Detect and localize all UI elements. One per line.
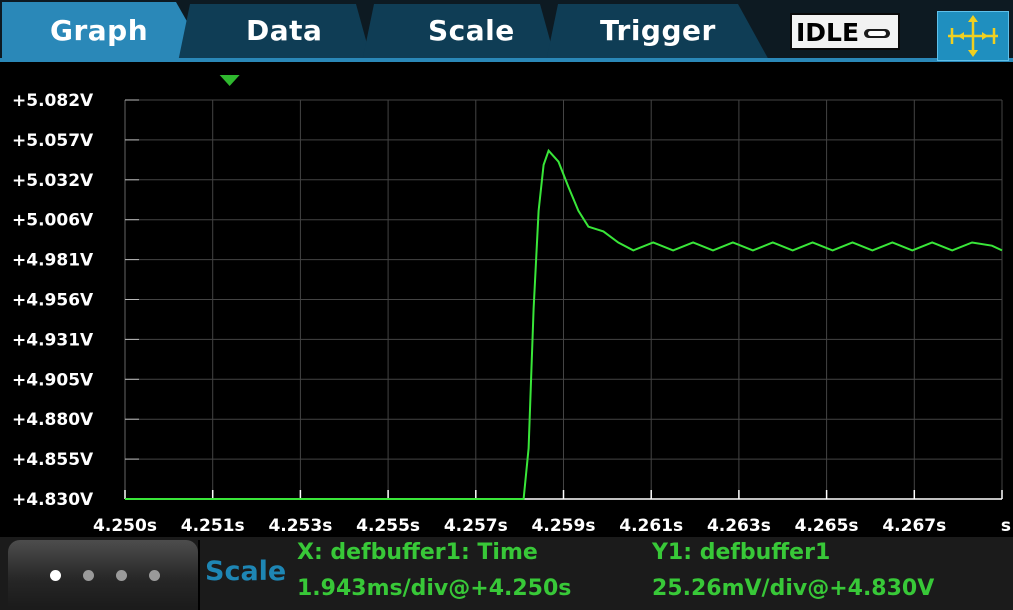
- x-tick-label: 4.257s: [444, 516, 508, 536]
- tab-trigger[interactable]: Trigger: [600, 14, 716, 47]
- pan-zoom-arrows-icon: [948, 15, 998, 57]
- pager-dot-active: [50, 570, 61, 581]
- y-tick-label: +4.931V: [12, 330, 94, 350]
- scale-label[interactable]: Scale: [205, 556, 287, 587]
- x-tick-label: 4.261s: [619, 516, 683, 536]
- y-tick-label: +4.981V: [12, 251, 94, 271]
- tab-graph[interactable]: Graph: [50, 14, 149, 47]
- tab-data-shape[interactable]: [178, 4, 372, 62]
- tab-bar: Graph Data Scale Trigger IDLE: [0, 0, 1013, 62]
- tab-trigger-shape[interactable]: [546, 4, 770, 62]
- trigger-marker-icon[interactable]: [219, 75, 240, 86]
- tab-data[interactable]: Data: [246, 14, 323, 47]
- pager-dot: [149, 570, 160, 581]
- x-tick-label: 4.253s: [268, 516, 332, 536]
- pager-dot: [116, 570, 127, 581]
- y-tick-label: +4.905V: [12, 370, 94, 390]
- trace-line: [125, 148, 1003, 500]
- x-tick-label: 4.250s: [93, 516, 157, 536]
- x-tick-label: 4.255s: [356, 516, 420, 536]
- x-tick-label: 4.251s: [181, 516, 245, 536]
- tab-shapes: [0, 2, 1013, 62]
- x-tick-label: 4.267s: [882, 516, 946, 536]
- y-axis: +5.082V +5.057V +5.032V +5.006V +4.981V +4.95…: [12, 91, 139, 510]
- y-tick-label: +5.032V: [12, 171, 94, 191]
- y-tick-label: +5.006V: [12, 211, 94, 231]
- y-tick-label: +4.880V: [12, 410, 94, 430]
- y-info-title: Y1: defbuffer1: [652, 540, 831, 565]
- status-pill-icon: [864, 29, 890, 38]
- y-tick-label: +4.855V: [12, 450, 94, 470]
- tab-graph-shape[interactable]: [2, 2, 210, 62]
- x-tick-label: 4.263s: [707, 516, 771, 536]
- status-text: IDLE: [796, 18, 860, 47]
- chart-grid: [124, 99, 1003, 500]
- voltage-chart: +5.082V +5.057V +5.032V +5.006V +4.981V +4.95…: [12, 75, 1011, 536]
- y-tick-label: +4.830V: [12, 490, 94, 510]
- y-tick-label: +5.082V: [12, 91, 94, 111]
- swipe-pager[interactable]: [8, 540, 198, 607]
- x-tick-label: s: [1001, 516, 1011, 536]
- x-info-title: X: defbuffer1: Time: [297, 540, 538, 565]
- status-indicator: IDLE: [790, 13, 900, 50]
- tab-scale-shape[interactable]: [362, 4, 556, 62]
- tab-scale[interactable]: Scale: [428, 14, 515, 47]
- x-info-value: 1.943ms/div@+4.250s: [297, 576, 572, 601]
- pager-dot: [83, 570, 94, 581]
- graph-area[interactable]: +5.082V +5.057V +5.032V +5.006V +4.981V +4.95…: [0, 62, 1013, 538]
- tab-bar-underline: [0, 58, 1013, 62]
- bottom-divider: [198, 540, 200, 610]
- pan-zoom-button[interactable]: [937, 11, 1009, 61]
- x-tick-label: 4.265s: [795, 516, 859, 536]
- y-tick-label: +4.956V: [12, 291, 94, 311]
- x-axis: 4.250s 4.251s 4.253s 4.255s 4.257s 4.259s 4.26…: [93, 490, 1011, 536]
- y-info-value: 25.26mV/div@+4.830V: [652, 576, 935, 601]
- bottom-bar: Scale X: defbuffer1: Time 1.943ms/div@+4…: [0, 537, 1013, 610]
- x-tick-label: 4.259s: [532, 516, 596, 536]
- y-tick-label: +5.057V: [12, 131, 94, 151]
